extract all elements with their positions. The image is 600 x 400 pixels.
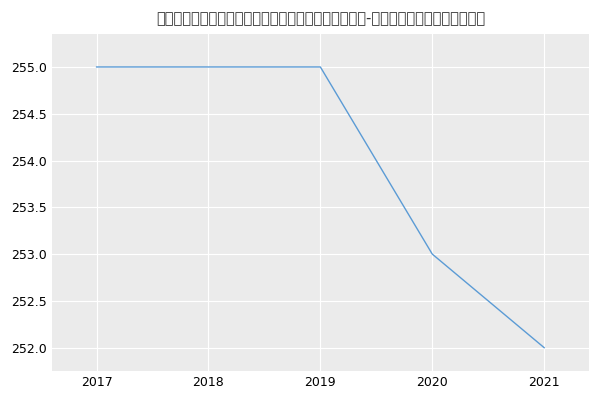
Title: 新疆农业大学林学与园艺学院野生动植物保护与利用（-历年复试）研究生录取分数线: 新疆农业大学林学与园艺学院野生动植物保护与利用（-历年复试）研究生录取分数线 [156,11,485,26]
